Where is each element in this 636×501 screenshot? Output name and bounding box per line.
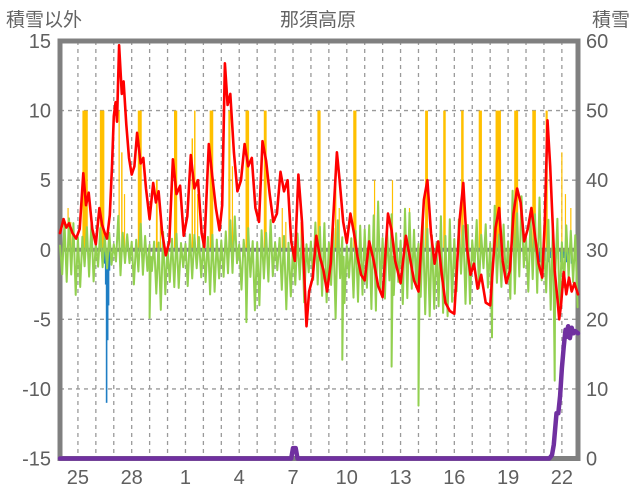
sunshine-bar [228,110,231,250]
sunshine-bar [443,110,446,250]
sunshine-bar [99,110,105,250]
sunshine-bar [334,166,337,250]
left-axis-title: 積雪以外 [6,10,83,31]
precipitation-bar [108,249,111,271]
left-axis-tick-label: -10 [22,379,51,401]
left-axis-tick-label: -5 [33,309,51,331]
sunshine-bar [532,110,536,250]
right-axis-tick-label: 30 [586,240,608,262]
sunshine-bar [123,194,126,250]
precipitation-bar [105,249,108,403]
sunshine-bar [317,110,321,250]
sunshine-bar [285,221,287,250]
precipitation-bar [107,249,110,306]
sunshine-bar [281,208,283,250]
right-axis-tick-label: 50 [586,101,608,123]
sunshine-bar [155,180,158,250]
left-axis-tick-label: 10 [29,101,51,123]
sunshine-bar [561,152,563,250]
right-axis-title: 積雪 [591,10,630,31]
sunshine-bar [564,194,567,250]
sunshine-bar [263,110,267,250]
sunshine-bar [353,110,357,250]
precipitation-bar [104,249,107,285]
x-axis-tick-label: 1 [180,467,191,489]
x-axis-tick-label: 4 [234,467,245,489]
sunshine-bar [70,221,72,250]
sunshine-bar [570,208,572,250]
sunshine-bar [121,152,123,250]
right-axis-tick-label: 60 [586,31,608,53]
snow-depth-line [57,324,581,461]
sunshine-bar [461,110,464,250]
precipitation-bar [538,249,541,263]
left-axis-tick-label: 15 [29,31,51,53]
sunshine-bar [118,110,120,250]
right-axis-tick-label: 10 [586,379,608,401]
chart-title: 那須高原 [279,10,356,31]
sunshine-bar [495,110,501,250]
left-axis-tick-label: 0 [40,240,51,262]
sunshine-bar [245,110,250,250]
sunshine-bar [191,138,193,250]
x-axis-tick-label: 7 [287,467,298,489]
sunshine-bar [231,166,234,250]
sunshine-bar [137,110,142,250]
x-axis-tick-label: 25 [67,467,89,489]
red-line [58,43,580,328]
x-axis-tick-label: 22 [551,467,573,489]
sunshine-bar [478,110,482,250]
sunshine-bar [197,194,199,250]
sunshine-bar [338,208,340,250]
sunshine-bar [514,110,519,250]
x-axis-tick-label: 13 [389,467,411,489]
precipitation-bar [565,249,568,263]
precipitation-bar [106,249,109,341]
x-axis-tick-label: 10 [336,467,358,489]
precipitation-bar [562,249,565,259]
x-axis-tick-label: 19 [497,467,519,489]
x-axis-tick-label: 16 [443,467,465,489]
right-axis-tick-label: 20 [586,309,608,331]
left-axis-tick-label: 5 [40,170,51,192]
x-axis-tick-label: 28 [121,467,143,489]
left-axis-tick-label: -15 [22,449,51,471]
right-axis-tick-label: 40 [586,170,608,192]
sunshine-bar [159,208,161,250]
right-axis-tick-label: 0 [586,449,597,471]
precipitation-bar [104,249,106,264]
